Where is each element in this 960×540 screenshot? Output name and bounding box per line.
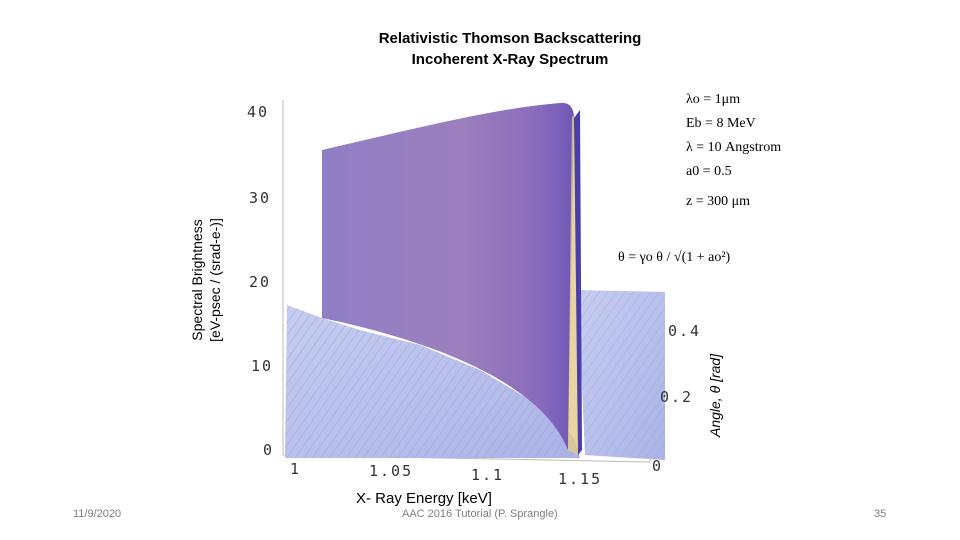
x-axis-label: X- Ray Energy [keV] xyxy=(356,490,492,507)
front-floor-ripples xyxy=(285,305,580,458)
footer-citation: AAC 2016 Tutorial (P. Sprangle) xyxy=(402,508,558,520)
side-floor-ripples xyxy=(578,290,665,460)
parameter-list: λo = 1μm Eb = 8 MeV λ = 10 Angstrom a0 =… xyxy=(686,88,781,214)
y-tick-20: 20 xyxy=(249,273,272,291)
x-tick-1-05: 1.05 xyxy=(369,462,414,480)
title-line-2: Incoherent X-Ray Spectrum xyxy=(411,51,609,68)
y-axis-label-line-1: Spectral Brightness xyxy=(189,219,205,341)
angle-tick-0: 0 xyxy=(652,457,664,475)
y-tick-30: 30 xyxy=(249,189,272,207)
x-tick-1-15: 1.15 xyxy=(558,470,603,488)
param-a0: a0 = 0.5 xyxy=(686,164,732,179)
param-lambda: λ = 10 Angstrom xyxy=(686,140,782,155)
param-eb: Eb = 8 MeV xyxy=(686,116,756,131)
x-tick-1-1: 1.1 xyxy=(471,466,505,484)
theta-formula: θ = γo θ / √(1 + ao²) xyxy=(618,250,731,265)
slide-number: 35 xyxy=(874,508,887,520)
footer-date: 11/9/2020 xyxy=(73,508,122,520)
y-axis-label-line-2: [eV-psec / (srad-e-)] xyxy=(207,218,223,342)
y-tick-10: 10 xyxy=(251,357,274,375)
angle-axis-label: Angle, θ [rad] xyxy=(707,353,723,437)
param-z: z = 300 μm xyxy=(686,194,751,209)
angle-tick-0-2: 0.2 xyxy=(660,388,694,406)
y-axis-label: Spectral Brightness [eV-psec / (srad-e-)… xyxy=(188,190,224,370)
x-tick-1: 1 xyxy=(290,460,302,478)
angle-tick-0-4: 0.4 xyxy=(668,322,702,340)
param-lambda0: λo = 1μm xyxy=(686,92,741,107)
title-line-1: Relativistic Thomson Backscattering xyxy=(378,30,642,47)
spectrum-wall xyxy=(322,102,574,450)
slide-title: Relativistic Thomson Backscattering Inco… xyxy=(300,28,720,70)
peak-face xyxy=(574,110,582,455)
y-tick-0: 0 xyxy=(263,441,275,459)
y-tick-40: 40 xyxy=(247,103,270,121)
